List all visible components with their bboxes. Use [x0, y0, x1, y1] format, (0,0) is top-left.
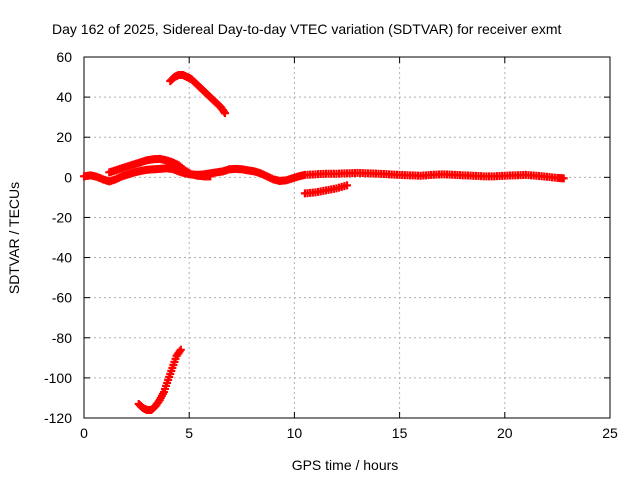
- series-low-arc: [134, 345, 185, 414]
- x-tick-label: 20: [497, 425, 513, 441]
- y-tick-label: -80: [52, 330, 72, 346]
- data-point: [206, 172, 215, 181]
- y-axis-label: SDTVAR / TECUs: [6, 182, 22, 294]
- y-tick-label: 0: [64, 169, 72, 185]
- data-point: [176, 345, 185, 354]
- data-point: [343, 181, 351, 190]
- x-axis-label: GPS time / hours: [292, 457, 399, 473]
- y-tick-label: 20: [56, 129, 72, 145]
- x-tick-label: 15: [392, 425, 408, 441]
- plot-frame: [83, 56, 611, 419]
- x-tick-label: 10: [287, 425, 303, 441]
- x-tick-label: 0: [80, 425, 88, 441]
- y-tick-label: -100: [44, 370, 72, 386]
- series-upper-arc: [105, 154, 215, 181]
- chart-title: Day 162 of 2025, Sidereal Day-to-day VTE…: [52, 21, 561, 37]
- series-late-segment: [300, 181, 351, 198]
- axis-ticks: 0 5 10 15 20 25 60 40 20 0 -20 -40 -60 -80 -100 -120: [44, 49, 618, 441]
- series-main: [80, 164, 568, 186]
- y-tick-label: -120: [44, 410, 72, 426]
- x-tick-label: 25: [602, 425, 618, 441]
- data-point: [559, 174, 568, 183]
- y-tick-label: -40: [52, 250, 72, 266]
- y-tick-label: 60: [56, 49, 72, 65]
- grid: [84, 57, 610, 418]
- y-tick-label: -20: [52, 209, 72, 225]
- series-high-arc: [166, 71, 229, 118]
- data-series: [80, 71, 568, 414]
- y-tick-label: 40: [56, 89, 72, 105]
- y-tick-label: -60: [52, 290, 72, 306]
- data-point: [220, 109, 229, 118]
- x-tick-label: 5: [185, 425, 193, 441]
